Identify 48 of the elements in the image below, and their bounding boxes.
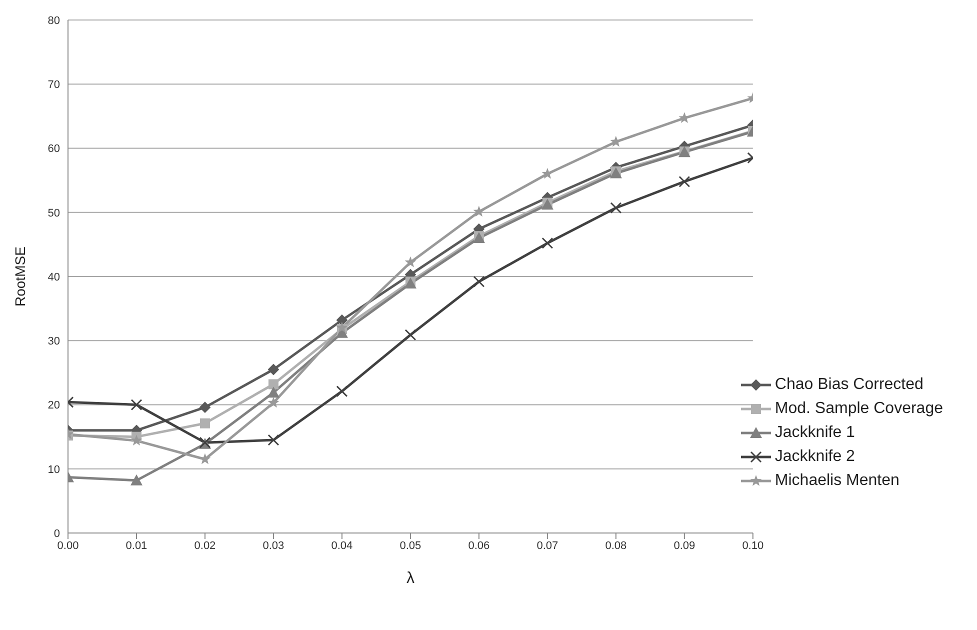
point <box>200 418 210 428</box>
point <box>404 329 416 341</box>
x-tick-label: 0.04 <box>331 540 353 552</box>
legend-label: Jackknife 1 <box>774 424 855 442</box>
point <box>268 434 280 446</box>
x-tick-label: 0.01 <box>126 540 148 552</box>
point <box>130 434 142 446</box>
x-tick-label: 0.09 <box>674 540 696 552</box>
point <box>130 399 142 410</box>
point <box>268 364 279 375</box>
legend-label: Chao Bias Corrected <box>774 376 924 394</box>
x-tick-label: 0.10 <box>742 540 764 552</box>
point <box>267 386 280 398</box>
x-tick-label: 0.03 <box>262 540 284 552</box>
x-axis-title: λ <box>406 570 414 587</box>
x-tick-label: 0.00 <box>57 540 79 552</box>
legend-label: Jackknife 2 <box>774 448 855 466</box>
y-tick-label: 50 <box>48 207 60 220</box>
point <box>130 474 142 486</box>
y-tick-label: 70 <box>48 79 60 92</box>
legend-label: Mod. Sample Coverage <box>774 400 943 418</box>
point <box>678 176 690 188</box>
point <box>336 386 348 398</box>
x-tick-label: 0.07 <box>536 540 558 552</box>
point <box>336 314 348 326</box>
y-tick-label: 30 <box>48 336 60 348</box>
point <box>610 202 622 214</box>
y-tick-label: 60 <box>48 143 60 156</box>
point <box>199 402 210 413</box>
y-axis-title: RootMSE <box>12 246 28 306</box>
point <box>542 168 554 179</box>
point <box>268 396 280 408</box>
point <box>542 237 554 249</box>
y-tick-label: 20 <box>48 400 60 412</box>
point <box>336 322 348 333</box>
x-tick-label: 0.08 <box>605 540 627 552</box>
point <box>268 379 278 390</box>
y-tick-label: 10 <box>48 464 60 476</box>
y-tick-label: 80 <box>48 14 60 27</box>
y-tick-label: 40 <box>48 271 60 284</box>
x-tick-label: 0.05 <box>400 540 422 552</box>
legend-label: Michaelis Menten <box>774 472 900 490</box>
point <box>473 276 485 288</box>
point <box>404 256 416 268</box>
point <box>473 206 485 217</box>
y-tick-label: 0 <box>54 528 60 540</box>
x-tick-label: 0.06 <box>468 540 490 552</box>
x-tick-label: 0.02 <box>194 540 216 552</box>
